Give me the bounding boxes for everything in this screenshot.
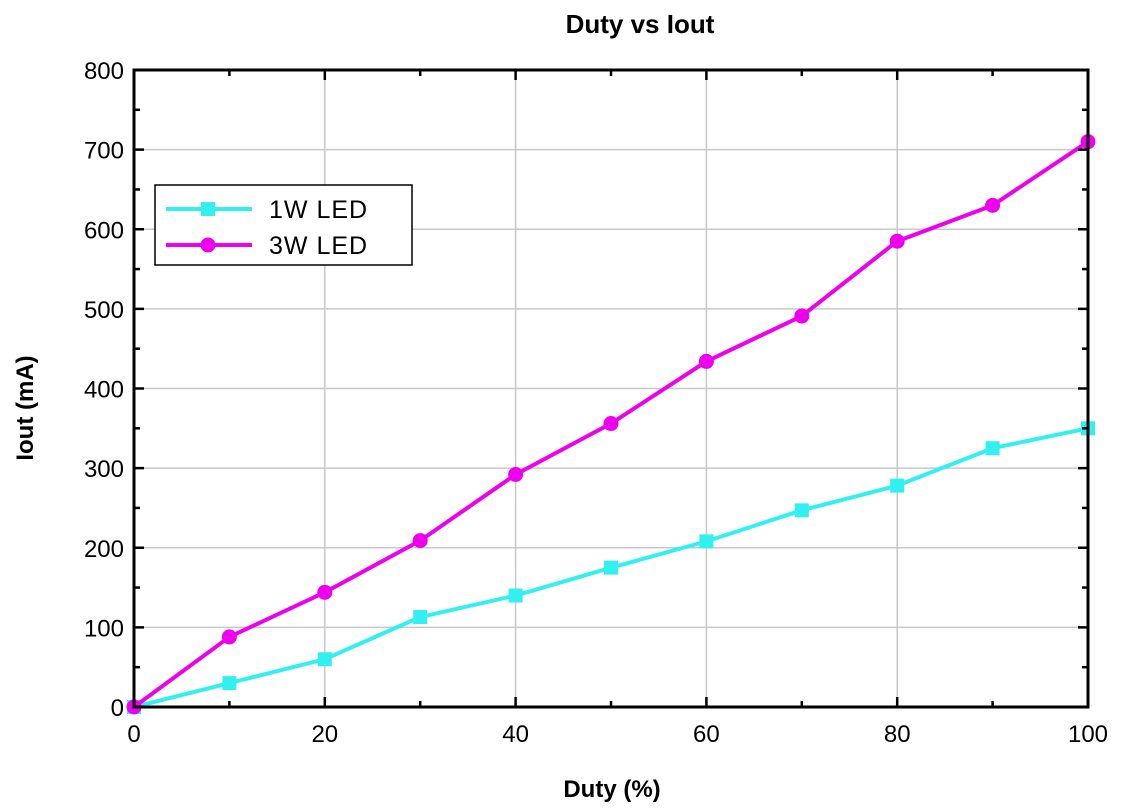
- x-axis-label: Duty (%): [563, 776, 660, 803]
- data-point-1w-led: [794, 503, 809, 518]
- data-point-1w-led: [890, 478, 905, 493]
- y-tick-label: 700: [84, 138, 124, 165]
- y-tick-label: 0: [111, 695, 124, 722]
- x-tick-label: 60: [693, 721, 720, 748]
- data-point-3w-led: [221, 629, 237, 645]
- x-tick-label: 100: [1068, 721, 1108, 748]
- data-point-3w-led: [603, 416, 619, 432]
- data-point-1w-led: [508, 588, 523, 603]
- data-point-1w-led: [222, 676, 237, 691]
- y-axis-label: Iout (mA): [12, 355, 39, 460]
- x-tick-label: 0: [127, 721, 140, 748]
- data-point-3w-led: [317, 584, 333, 600]
- y-tick-label: 600: [84, 217, 124, 244]
- y-tick-label: 200: [84, 536, 124, 563]
- y-tick-label: 300: [84, 456, 124, 483]
- y-tick-label: 100: [84, 615, 124, 642]
- x-tick-label: 80: [884, 721, 911, 748]
- legend-label-1w-led: 1W LED: [269, 196, 368, 224]
- series-layer: [126, 134, 1096, 715]
- legend-marker-1w-led: [201, 202, 215, 216]
- x-tick-label: 40: [502, 721, 529, 748]
- data-point-1w-led: [985, 441, 1000, 456]
- legend-box: [154, 184, 413, 266]
- data-point-3w-led: [412, 533, 428, 549]
- data-point-1w-led: [604, 560, 618, 575]
- chart-title: Duty vs Iout: [566, 9, 715, 39]
- data-point-3w-led: [508, 466, 524, 482]
- axis-ticks: 0 20 40 60 80 100 0 100 200 300 400 500 600 700 800: [84, 58, 1108, 748]
- legend: 1W LED 3W LED: [154, 184, 413, 266]
- data-point-1w-led: [317, 652, 332, 667]
- x-tick-label: 20: [311, 721, 338, 748]
- data-point-1w-led: [413, 610, 428, 625]
- legend-marker-3w-led: [200, 237, 216, 253]
- data-point-3w-led: [889, 233, 905, 249]
- grid-lines: [134, 70, 1088, 707]
- legend-label-3w-led: 3W LED: [269, 232, 368, 260]
- y-tick-label: 400: [84, 377, 124, 404]
- y-tick-label: 800: [84, 58, 124, 85]
- data-point-3w-led: [698, 353, 714, 369]
- data-point-1w-led: [699, 534, 714, 549]
- y-tick-label: 500: [84, 297, 124, 324]
- data-point-3w-led: [985, 197, 1001, 213]
- data-point-3w-led: [794, 308, 810, 324]
